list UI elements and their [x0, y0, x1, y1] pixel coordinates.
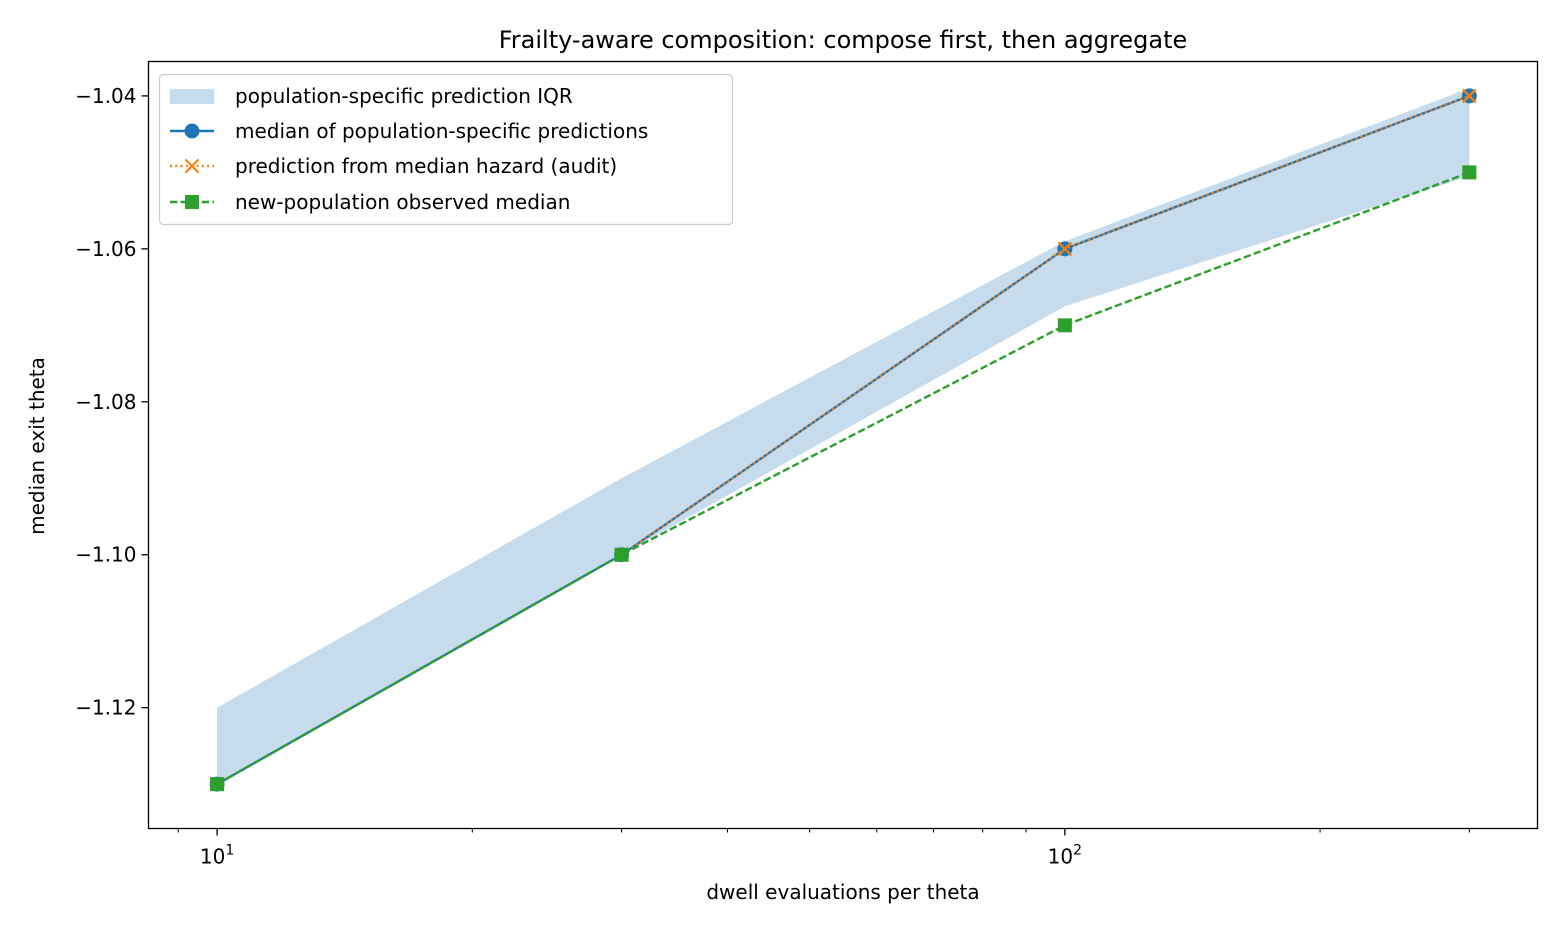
- y-tick-label: −1.10: [75, 543, 136, 567]
- x-axis-label: dwell evaluations per theta: [706, 880, 979, 904]
- legend-box: [158, 73, 734, 226]
- x-tick-label: 101: [200, 843, 234, 869]
- x-tick-label: 102: [1048, 843, 1082, 869]
- legend-swatch-marker: [184, 158, 200, 174]
- y-axis-label: median exit theta: [25, 357, 49, 535]
- data-point: [210, 777, 225, 792]
- series-line: [216, 94, 1470, 786]
- y-axis: −1.12 −1.10 −1.08 −1.06 −1.04: [75, 84, 149, 720]
- legend-label: new-population observed median: [235, 190, 570, 214]
- series-line: [216, 171, 1470, 786]
- legend: population-specific prediction IQR median…: [158, 73, 734, 226]
- chart-title: Frailty-aware composition: compose first…: [499, 26, 1188, 54]
- x-axis: 101 102: [177, 828, 1470, 869]
- legend-label: median of population-specific prediction…: [235, 119, 648, 143]
- iqr-band: [217, 88, 1470, 785]
- legend-label: population-specific prediction IQR: [235, 84, 573, 108]
- axes-frame: [147, 60, 1539, 830]
- legend-swatch-marker: [185, 195, 199, 209]
- legend-label: prediction from median hazard (audit): [235, 154, 617, 178]
- plot-area: [209, 88, 1477, 792]
- y-tick-label: −1.04: [75, 84, 136, 108]
- data-point: [1462, 88, 1477, 104]
- data-point: [1057, 241, 1073, 257]
- data-point: [614, 547, 629, 562]
- data-point: [1462, 165, 1477, 180]
- legend-swatch-band: [170, 89, 214, 104]
- y-tick-label: −1.08: [75, 390, 136, 414]
- data-point: [1057, 318, 1072, 333]
- y-tick-label: −1.06: [75, 237, 136, 261]
- series-3: [210, 165, 1477, 792]
- y-tick-label: −1.12: [75, 696, 136, 720]
- legend-swatch-marker: [184, 123, 200, 139]
